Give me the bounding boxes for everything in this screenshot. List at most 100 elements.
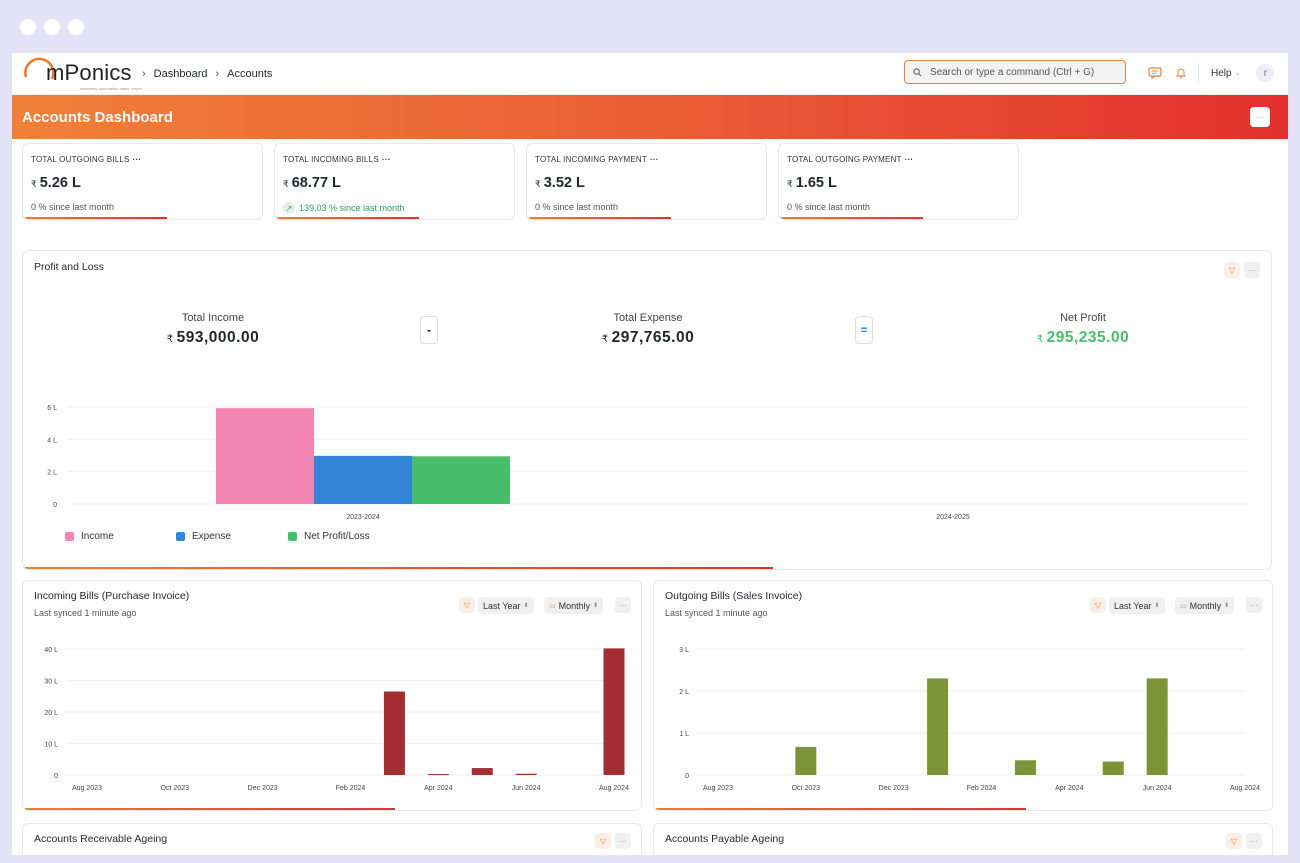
legend-item-expense[interactable]: Expense xyxy=(176,531,231,542)
y-tick-label: 2 L xyxy=(679,689,689,696)
kpi-value: ₹3.52 L xyxy=(535,175,585,191)
filter-icon[interactable]: ▽ xyxy=(1224,262,1240,278)
kpi-accent-bar xyxy=(529,217,671,219)
legend-label: Net Profit/Loss xyxy=(304,531,370,542)
x-tick-label: 2023-2024 xyxy=(346,514,380,521)
y-tick-label: 20 L xyxy=(44,710,58,717)
x-tick-label: Oct 2023 xyxy=(161,785,190,792)
card-accent-bar xyxy=(25,567,773,569)
legend-label: Income xyxy=(81,531,114,542)
more-options-button[interactable]: ··· xyxy=(1250,107,1270,127)
y-tick-label: 30 L xyxy=(44,679,58,686)
last-synced-text: Last synced 1 minute ago xyxy=(665,608,768,618)
app-logo[interactable]: mPonics marketing automation made simple xyxy=(22,57,142,91)
period-select[interactable]: ▭ Monthly ⬍ xyxy=(1175,597,1235,614)
window-dot[interactable] xyxy=(20,19,36,35)
bell-icon[interactable] xyxy=(1176,67,1186,79)
profit-loss-chart: 0 2 L 4 L 6 L 2023-2024 2024-2025 xyxy=(47,405,1248,521)
ellipsis-icon[interactable]: ··· xyxy=(904,155,914,164)
x-tick-label: Aug 2023 xyxy=(72,785,102,792)
range-select[interactable]: Last Year ⬍ xyxy=(478,597,534,614)
chevron-right-icon: › xyxy=(142,67,146,80)
ellipsis-icon[interactable]: ··· xyxy=(381,155,391,164)
y-tick-label: 0 xyxy=(54,773,58,780)
card-title: Accounts Receivable Ageing xyxy=(34,833,168,845)
outgoing-bills-chart: 0 1 L 2 L 3 L Aug 2023 Oct 2023 Dec 2023 Feb 20… xyxy=(679,647,1260,792)
nav-right: Help ⌄ r xyxy=(1148,61,1275,85)
more-options-button[interactable]: ··· xyxy=(615,833,631,849)
total-income-value: ₹593,000.00 xyxy=(166,329,260,346)
kpi-label: TOTAL OUTGOING BILLS ··· xyxy=(31,155,142,164)
chevron-right-icon: › xyxy=(215,67,220,80)
legend-swatch xyxy=(288,532,297,541)
y-tick-label: 40 L xyxy=(44,647,58,654)
kpi-value: ₹68.77 L xyxy=(283,175,341,191)
breadcrumb-accounts[interactable]: Accounts xyxy=(227,67,273,80)
ellipsis-icon[interactable]: ··· xyxy=(132,155,142,164)
filter-icon[interactable]: ▽ xyxy=(1226,833,1242,849)
card-title: Incoming Bills (Purchase Invoice) xyxy=(34,590,190,602)
y-tick-label: 4 L xyxy=(47,437,57,444)
navbar: mPonics marketing automation made simple… xyxy=(12,53,1288,95)
outgoing-bills-card: Outgoing Bills (Sales Invoice) Last sync… xyxy=(653,580,1273,811)
ellipsis-icon[interactable]: ··· xyxy=(649,155,659,164)
x-tick-label: Aug 2024 xyxy=(1230,785,1260,792)
total-expense-value: ₹297,765.00 xyxy=(601,329,695,346)
filter-icon[interactable]: ▽ xyxy=(1090,597,1106,613)
legend-item-net-profit[interactable]: Net Profit/Loss xyxy=(288,531,370,542)
select-caret-icon: ⬍ xyxy=(523,603,529,609)
bar xyxy=(412,456,510,504)
trend-up-icon: ↗ xyxy=(283,202,295,214)
legend-item-income[interactable]: Income xyxy=(65,531,114,542)
select-caret-icon: ⬍ xyxy=(593,603,599,609)
logo-tagline: marketing automation made simple xyxy=(80,85,143,91)
filter-icon[interactable]: ▽ xyxy=(595,833,611,849)
x-tick-label: Oct 2023 xyxy=(792,785,821,792)
x-tick-label: Feb 2024 xyxy=(336,785,366,792)
logo-text: mPonics xyxy=(46,59,132,85)
kpi-change: 0 % since last month xyxy=(31,202,115,212)
page-title: Accounts Dashboard xyxy=(22,108,173,126)
more-options-button[interactable]: ··· xyxy=(1244,262,1260,278)
search-input[interactable] xyxy=(930,66,1115,78)
kpi-card-incoming-bills: TOTAL INCOMING BILLS ··· ₹68.77 L ↗ 139.03… xyxy=(274,143,515,220)
chevron-down-icon: ⌄ xyxy=(1234,70,1241,77)
period-select[interactable]: ▭ Monthly ⬍ xyxy=(544,597,604,614)
range-select[interactable]: Last Year ⬍ xyxy=(1109,597,1165,614)
help-dropdown[interactable]: Help ⌄ xyxy=(1198,63,1240,83)
calendar-icon: ▭ xyxy=(1180,602,1187,610)
x-tick-label: Aug 2023 xyxy=(703,785,733,792)
legend-swatch xyxy=(65,532,74,541)
filter-icon[interactable]: ▽ xyxy=(459,597,475,613)
kpi-change: ↗ 139.03 % since last month xyxy=(283,202,405,214)
bar xyxy=(383,691,405,775)
search-box[interactable] xyxy=(904,60,1126,84)
x-tick-label: Dec 2023 xyxy=(248,785,278,792)
card-title: Outgoing Bills (Sales Invoice) xyxy=(665,590,803,602)
window-dot[interactable] xyxy=(68,19,84,35)
bar xyxy=(1014,760,1036,775)
bar xyxy=(216,408,314,504)
last-synced-text: Last synced 1 minute ago xyxy=(34,608,137,618)
equals-operator: = xyxy=(855,316,873,344)
minus-operator: - xyxy=(420,316,438,344)
card-accent-bar xyxy=(656,808,1026,810)
window-dot[interactable] xyxy=(44,19,60,35)
card-accent-bar xyxy=(25,808,395,810)
logo-ring-icon xyxy=(24,57,55,80)
app-window: mPonics marketing automation made simple… xyxy=(12,53,1288,855)
x-tick-label: 2024-2025 xyxy=(936,514,970,521)
avatar[interactable]: r xyxy=(1256,64,1275,82)
breadcrumb-dashboard[interactable]: Dashboard xyxy=(153,67,208,80)
bar xyxy=(927,678,949,775)
kpi-label: TOTAL OUTGOING PAYMENT ··· xyxy=(787,155,914,164)
y-tick-label: 0 xyxy=(685,773,689,780)
calendar-icon: ▭ xyxy=(549,602,556,610)
chat-icon[interactable] xyxy=(1148,67,1162,79)
more-options-button[interactable]: ··· xyxy=(615,597,631,613)
kpi-label: TOTAL INCOMING PAYMENT ··· xyxy=(535,155,659,164)
x-tick-label: Jun 2024 xyxy=(1143,785,1172,792)
more-options-button[interactable]: ··· xyxy=(1246,597,1262,613)
more-options-button[interactable]: ··· xyxy=(1246,833,1262,849)
incoming-bills-card: Incoming Bills (Purchase Invoice) Last s… xyxy=(22,580,642,811)
